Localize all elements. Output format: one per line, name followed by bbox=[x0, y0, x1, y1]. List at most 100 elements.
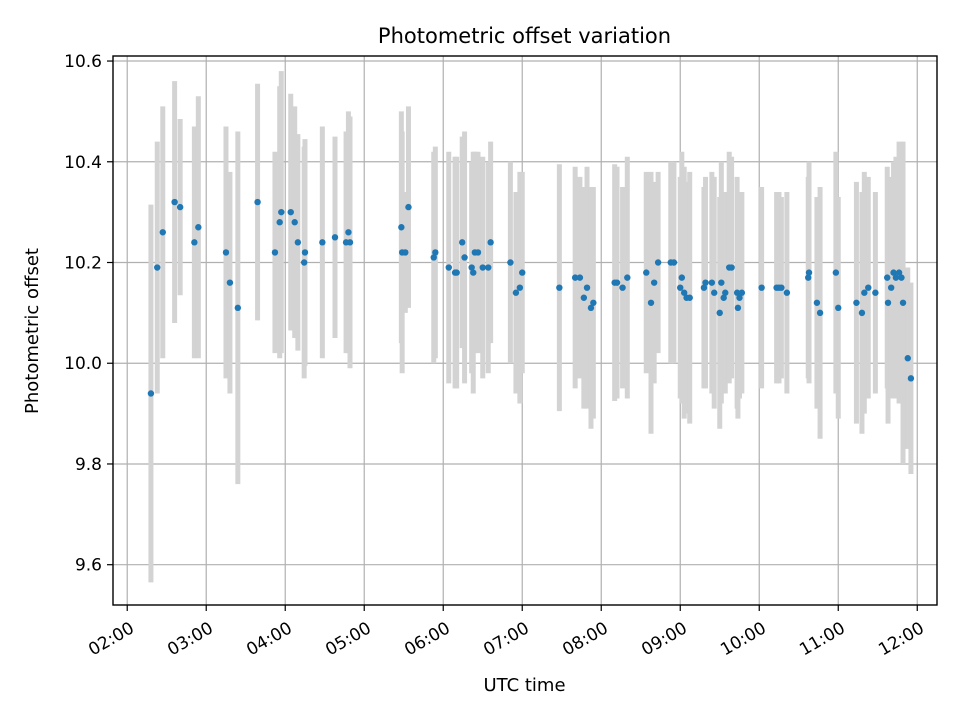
data-point bbox=[276, 219, 283, 226]
data-point bbox=[702, 279, 709, 286]
data-point bbox=[907, 375, 915, 382]
data-point bbox=[898, 274, 905, 281]
y-tick-label: 10.6 bbox=[64, 52, 102, 72]
data-point bbox=[398, 224, 405, 231]
data-point bbox=[884, 299, 892, 306]
data-point bbox=[331, 234, 339, 241]
data-point bbox=[887, 284, 895, 291]
data-point bbox=[711, 289, 718, 296]
data-point bbox=[576, 274, 584, 281]
y-tick-label: 9.8 bbox=[75, 455, 102, 475]
data-point bbox=[516, 284, 524, 291]
data-point bbox=[345, 229, 352, 236]
data-point bbox=[319, 239, 326, 246]
data-point bbox=[884, 274, 891, 281]
data-point bbox=[176, 203, 184, 211]
data-point bbox=[300, 259, 308, 266]
data-point bbox=[716, 309, 723, 317]
data-point bbox=[571, 274, 579, 281]
data-point bbox=[485, 264, 492, 271]
data-point bbox=[738, 289, 746, 296]
data-point bbox=[858, 309, 866, 317]
data-point bbox=[154, 264, 161, 271]
data-point bbox=[904, 355, 911, 362]
y-tick-label: 10.0 bbox=[64, 354, 102, 374]
data-point bbox=[402, 249, 409, 256]
data-point bbox=[291, 219, 298, 226]
data-point bbox=[195, 224, 202, 231]
data-point bbox=[670, 259, 678, 266]
data-point bbox=[736, 294, 743, 301]
data-point bbox=[805, 269, 813, 276]
data-point bbox=[458, 239, 466, 246]
data-point bbox=[650, 279, 658, 286]
data-point bbox=[680, 289, 688, 296]
data-point bbox=[271, 249, 279, 256]
data-point bbox=[832, 269, 840, 276]
data-point bbox=[895, 269, 903, 276]
data-point bbox=[583, 284, 591, 291]
data-point bbox=[718, 279, 725, 286]
data-point bbox=[613, 279, 621, 286]
data-point bbox=[677, 284, 684, 291]
data-point bbox=[470, 269, 477, 276]
data-point bbox=[171, 198, 178, 206]
data-point bbox=[159, 229, 166, 236]
data-point bbox=[720, 294, 727, 301]
data-point bbox=[507, 259, 514, 266]
data-point bbox=[805, 274, 812, 281]
y-tick-label: 9.6 bbox=[75, 556, 102, 576]
data-point bbox=[287, 208, 294, 216]
data-point bbox=[294, 239, 302, 246]
data-point bbox=[899, 299, 907, 306]
data-point bbox=[654, 259, 662, 266]
data-point bbox=[191, 239, 198, 246]
data-point bbox=[783, 289, 791, 296]
data-point bbox=[487, 239, 494, 246]
data-point bbox=[734, 304, 742, 312]
data-point bbox=[461, 254, 468, 261]
data-point bbox=[722, 289, 729, 296]
data-point bbox=[778, 284, 785, 291]
data-point bbox=[728, 264, 735, 271]
data-point bbox=[254, 198, 261, 206]
axes-frame bbox=[112, 55, 938, 606]
data-point bbox=[643, 269, 650, 276]
data-point bbox=[872, 289, 879, 296]
data-point bbox=[835, 304, 842, 312]
data-point bbox=[430, 254, 437, 261]
data-point bbox=[619, 284, 626, 291]
y-tick-label: 10.2 bbox=[64, 254, 102, 274]
data-point bbox=[556, 284, 563, 291]
data-point bbox=[892, 274, 900, 281]
data-point bbox=[890, 269, 897, 276]
data-point bbox=[479, 264, 486, 271]
data-point bbox=[865, 284, 872, 291]
chart-title: Photometric offset variation bbox=[378, 24, 671, 48]
x-axis-title: UTC time bbox=[483, 675, 565, 696]
data-point bbox=[474, 249, 482, 256]
data-point bbox=[686, 294, 693, 301]
y-tick-label: 10.4 bbox=[64, 153, 102, 173]
data-point bbox=[453, 269, 460, 276]
data-point bbox=[278, 208, 285, 216]
data-point bbox=[733, 289, 741, 296]
data-point bbox=[700, 284, 708, 291]
data-point bbox=[234, 304, 242, 312]
data-point bbox=[301, 249, 309, 256]
data-point bbox=[445, 264, 452, 271]
data-point bbox=[813, 299, 821, 306]
data-point bbox=[432, 249, 439, 256]
data-point bbox=[853, 299, 860, 306]
data-point bbox=[861, 289, 868, 296]
data-point bbox=[147, 390, 155, 397]
data-point bbox=[758, 284, 765, 291]
data-point bbox=[816, 309, 824, 317]
data-point bbox=[468, 264, 475, 271]
data-point bbox=[708, 279, 716, 286]
y-axis-title: Photometric offset bbox=[22, 248, 43, 414]
data-point bbox=[590, 299, 597, 306]
data-point bbox=[580, 294, 588, 301]
